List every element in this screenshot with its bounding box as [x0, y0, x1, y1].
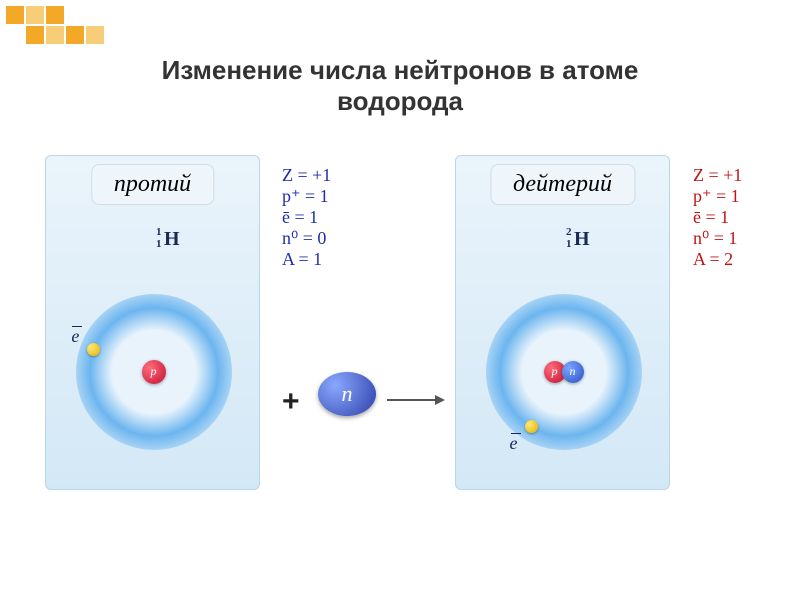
protium-atomic-number: 1 [156, 238, 162, 250]
protium-label: протий [91, 164, 214, 205]
neutron: n [562, 361, 584, 383]
corner-decoration [0, 0, 120, 60]
electron [87, 343, 100, 356]
protium-z: Z = +1 [282, 165, 331, 186]
neutron-ellipse: n [318, 372, 376, 416]
protium-data-column: Z = +1 p⁺ = 1 ē = 1 n⁰ = 0 A = 1 [282, 165, 331, 270]
plus-sign: + [282, 385, 300, 419]
electron-bar [72, 326, 82, 327]
electron-label: e [71, 326, 79, 347]
deuterium-e: ē = 1 [693, 207, 742, 228]
added-neutron-icon: n [318, 372, 376, 416]
protium-symbol: H [164, 228, 180, 250]
deuterium-atomic-number: 1 [566, 238, 572, 250]
protium-panel: протий 1 1 H pe [45, 155, 260, 490]
protium-p: p⁺ = 1 [282, 186, 331, 207]
deuterium-a: A = 2 [693, 249, 742, 270]
deuterium-z: Z = +1 [693, 165, 742, 186]
deuterium-nuclide: 2 1 H [574, 228, 590, 251]
deuterium-symbol: H [574, 228, 590, 250]
protium-mass: 1 [156, 226, 162, 238]
proton: p [142, 360, 166, 384]
deuterium-atom-diagram: pne [476, 284, 651, 459]
arrow-icon [385, 390, 445, 410]
protium-e: ē = 1 [282, 207, 331, 228]
protium-a: A = 1 [282, 249, 331, 270]
page-title: Изменение числа нейтронов в атоме водоро… [0, 55, 800, 117]
deuterium-p: p⁺ = 1 [693, 186, 742, 207]
deuterium-n: n⁰ = 1 [693, 228, 742, 249]
deuterium-label: дейтерий [490, 164, 635, 205]
protium-atom-diagram: pe [66, 284, 241, 459]
deuterium-panel: дейтерий 2 1 H pne [455, 155, 670, 490]
title-line-1: Изменение числа нейтронов в атоме [0, 55, 800, 86]
protium-n: n⁰ = 0 [282, 228, 331, 249]
electron-label: e [510, 433, 518, 454]
deuterium-mass: 2 [566, 226, 572, 238]
protium-nuclide: 1 1 H [164, 228, 180, 251]
electron-bar [511, 433, 521, 434]
deuterium-data-column: Z = +1 p⁺ = 1 ē = 1 n⁰ = 1 A = 2 [693, 165, 742, 270]
title-line-2: водорода [0, 86, 800, 117]
